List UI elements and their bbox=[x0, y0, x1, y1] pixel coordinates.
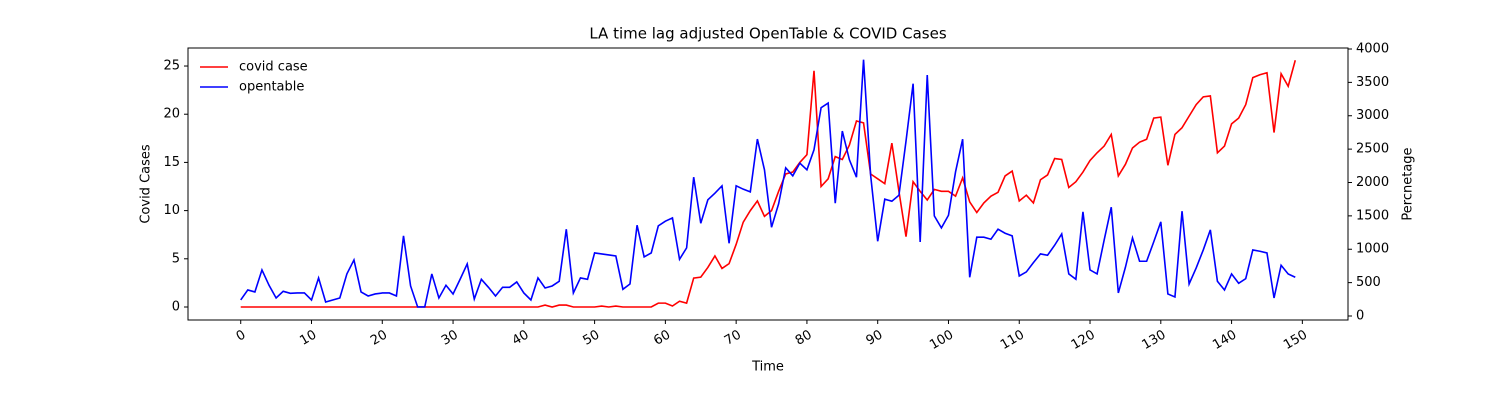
x-tick-label: 100 bbox=[927, 328, 956, 353]
x-tick-label: 90 bbox=[864, 328, 886, 349]
y-tick-label: 25 bbox=[163, 59, 180, 74]
y-tick-label: 0 bbox=[172, 299, 180, 314]
y-tick-label: 15 bbox=[163, 155, 180, 170]
x-tick-label: 20 bbox=[368, 328, 390, 349]
y2-tick-label: 2000 bbox=[1356, 175, 1389, 190]
x-tick-label: 70 bbox=[722, 328, 744, 349]
y2-axis-label: Percnetage bbox=[1401, 147, 1416, 220]
y2-tick-label: 500 bbox=[1356, 275, 1381, 290]
chart-title: LA time lag adjusted OpenTable & COVID C… bbox=[589, 25, 946, 43]
x-tick-label: 80 bbox=[793, 328, 815, 349]
y2-tick-label: 3500 bbox=[1356, 75, 1389, 90]
y-tick-label: 20 bbox=[163, 107, 180, 122]
x-tick-label: 130 bbox=[1140, 328, 1169, 353]
x-tick-label: 0 bbox=[234, 328, 249, 345]
line-series bbox=[240, 59, 1296, 308]
y-tick-label: 10 bbox=[163, 203, 180, 218]
legend-label: covid case bbox=[239, 60, 308, 75]
x-axis-label: Time bbox=[751, 360, 784, 375]
y2-tick-label: 4000 bbox=[1356, 42, 1389, 57]
line-series bbox=[240, 60, 1297, 308]
y-tick-label: 5 bbox=[172, 251, 180, 266]
x-tick-label: 10 bbox=[297, 328, 319, 349]
y2-tick-label: 0 bbox=[1356, 308, 1364, 323]
x-tick-label: 40 bbox=[510, 328, 532, 349]
y2-tick-label: 2500 bbox=[1356, 142, 1389, 157]
x-tick-label: 120 bbox=[1069, 328, 1098, 353]
legend-label: opentable bbox=[239, 80, 304, 95]
y2-tick-label: 1000 bbox=[1356, 242, 1389, 257]
x-tick-label: 110 bbox=[998, 328, 1027, 353]
x-tick-label: 30 bbox=[439, 328, 461, 349]
plot-frame bbox=[187, 47, 1349, 321]
x-tick-label: 60 bbox=[651, 328, 673, 349]
y-axis-label: Covid Cases bbox=[139, 144, 154, 224]
x-tick-label: 50 bbox=[581, 328, 603, 349]
y2-tick-label: 1500 bbox=[1356, 208, 1389, 223]
x-tick-label: 150 bbox=[1281, 328, 1310, 353]
x-tick-label: 140 bbox=[1210, 328, 1239, 353]
y2-tick-label: 3000 bbox=[1356, 108, 1389, 123]
